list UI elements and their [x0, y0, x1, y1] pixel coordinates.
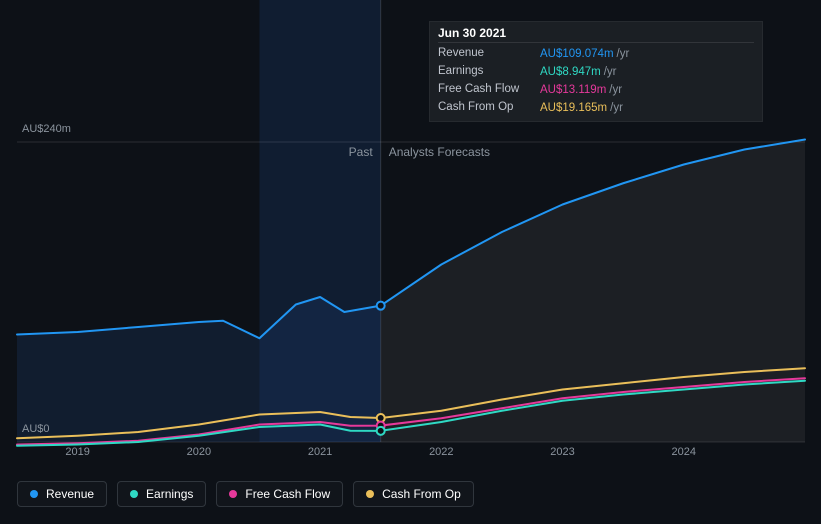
- past-label: Past: [349, 145, 374, 159]
- tooltip-row-suffix: /yr: [609, 84, 622, 96]
- legend-dot-icon: [366, 490, 374, 498]
- legend-item-label: Earnings: [146, 487, 193, 501]
- legend-dot-icon: [130, 490, 138, 498]
- tooltip-row-value: AU$19.165m: [540, 102, 607, 114]
- legend-item[interactable]: Revenue: [17, 481, 107, 507]
- legend-item-label: Revenue: [46, 487, 94, 501]
- y-axis-top-label: AU$240m: [22, 123, 71, 135]
- legend-item-label: Cash From Op: [382, 487, 461, 501]
- x-tick-label: 2020: [187, 446, 211, 458]
- tooltip-row-suffix: /yr: [604, 66, 617, 78]
- tooltip-row-suffix: /yr: [610, 102, 623, 114]
- tooltip-row: Free Cash Flow AU$13.119m/yr: [438, 81, 754, 99]
- legend-item[interactable]: Free Cash Flow: [216, 481, 343, 507]
- x-tick-label: 2024: [672, 446, 696, 458]
- tooltip-row-label: Revenue: [438, 45, 528, 63]
- x-tick-label: 2023: [550, 446, 574, 458]
- tooltip-date: Jun 30 2021: [438, 26, 754, 43]
- tooltip-row-value: AU$13.119m: [540, 84, 606, 96]
- tooltip-row: Revenue AU$109.074m/yr: [438, 45, 754, 63]
- tooltip-row-label: Earnings: [438, 63, 528, 81]
- tooltip-row-value: AU$8.947m: [540, 66, 601, 78]
- tooltip-row-label: Cash From Op: [438, 99, 528, 117]
- y-axis-bottom-label: AU$0: [22, 423, 50, 435]
- tooltip-row-value: AU$109.074m: [540, 48, 614, 60]
- legend-dot-icon: [30, 490, 38, 498]
- chart-tooltip: Jun 30 2021 RevenueAU$109.074m/yrEarning…: [429, 21, 763, 122]
- tooltip-row: Earnings AU$8.947m/yr: [438, 63, 754, 81]
- legend-item-label: Free Cash Flow: [245, 487, 330, 501]
- legend-item[interactable]: Earnings: [117, 481, 206, 507]
- x-tick-label: 2019: [65, 446, 89, 458]
- x-tick-label: 2022: [429, 446, 453, 458]
- legend-item[interactable]: Cash From Op: [353, 481, 474, 507]
- x-tick-label: 2021: [308, 446, 332, 458]
- legend-dot-icon: [229, 490, 237, 498]
- tooltip-row-suffix: /yr: [617, 48, 630, 60]
- forecast-label: Analysts Forecasts: [389, 145, 490, 159]
- tooltip-row-label: Free Cash Flow: [438, 81, 528, 99]
- chart-legend: Revenue Earnings Free Cash Flow Cash From O…: [17, 481, 474, 507]
- tooltip-row: Cash From Op AU$19.165m/yr: [438, 99, 754, 117]
